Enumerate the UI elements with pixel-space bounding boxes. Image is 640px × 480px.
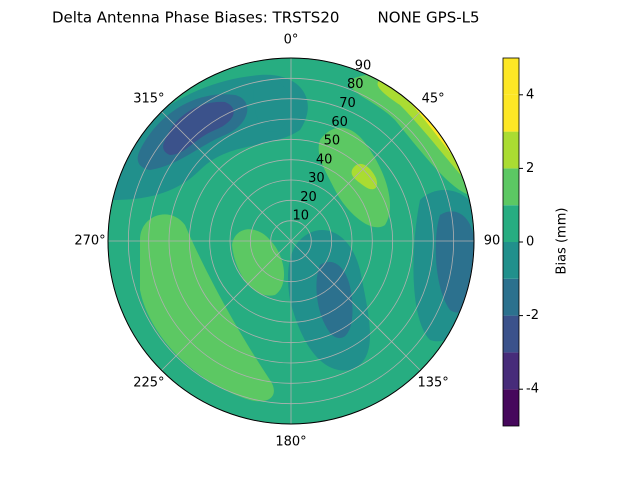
theta-tick-label: 315° xyxy=(133,91,164,106)
contour-band xyxy=(140,214,274,402)
colorbar-band xyxy=(503,205,519,242)
contour-band xyxy=(349,74,474,195)
contour-band xyxy=(253,78,291,132)
theta-grid-line xyxy=(290,111,421,242)
contour-band xyxy=(377,80,474,185)
polar-frame xyxy=(107,57,475,425)
theta-tick-label: 45° xyxy=(422,91,445,106)
colorbar-tick-label: 2 xyxy=(526,161,534,176)
r-tick-label: 40 xyxy=(316,152,333,167)
polar-grid xyxy=(107,57,475,425)
theta-tick-label: 90 xyxy=(484,234,501,249)
theta-tick-label: 180° xyxy=(275,435,306,450)
colorbar-label: Bias (mm) xyxy=(555,208,570,275)
colorbar-band xyxy=(503,315,519,353)
colorbar-tick-label: -2 xyxy=(526,308,539,323)
colorbar-band xyxy=(503,94,519,132)
colorbar: -4 -2 0 2 4 xyxy=(502,57,539,427)
r-tick-label: 90 xyxy=(355,58,372,73)
contour-band xyxy=(351,163,378,190)
colorbar-band xyxy=(503,352,519,390)
theta-grid-line xyxy=(161,111,292,242)
r-tick-label: 10 xyxy=(293,209,310,224)
colorbar-band xyxy=(503,389,519,426)
colorbar-tick-label: -4 xyxy=(526,382,539,397)
contour-band xyxy=(316,261,353,339)
r-tick-label: 60 xyxy=(331,115,348,130)
theta-grid-line xyxy=(290,240,421,371)
colorbar-tick-label: 0 xyxy=(526,235,534,250)
colorbar-tick-label: 4 xyxy=(526,87,534,102)
theta-grid-line xyxy=(161,240,292,371)
theta-tick-label: 0° xyxy=(284,33,299,48)
r-tick-label: 80 xyxy=(347,77,364,92)
chart-title: Delta Antenna Phase Biases: TRSTS20 NONE… xyxy=(52,9,480,27)
theta-tick-label: 270° xyxy=(74,234,105,249)
r-tick-label: 30 xyxy=(308,171,325,186)
theta-tick-label: 225° xyxy=(133,376,164,391)
r-tick-label: 70 xyxy=(339,96,356,111)
colorbar-band xyxy=(503,131,519,169)
colorbar-band xyxy=(503,58,519,95)
r-tick-label: 50 xyxy=(324,134,341,149)
theta-tick-label: 135° xyxy=(417,376,448,391)
contour-band xyxy=(163,101,234,155)
r-tick-label: 20 xyxy=(300,190,317,205)
colorbar-band xyxy=(503,168,519,206)
contour-band xyxy=(435,211,474,313)
colorbar-band xyxy=(503,278,519,316)
colorbar-band xyxy=(503,242,519,279)
